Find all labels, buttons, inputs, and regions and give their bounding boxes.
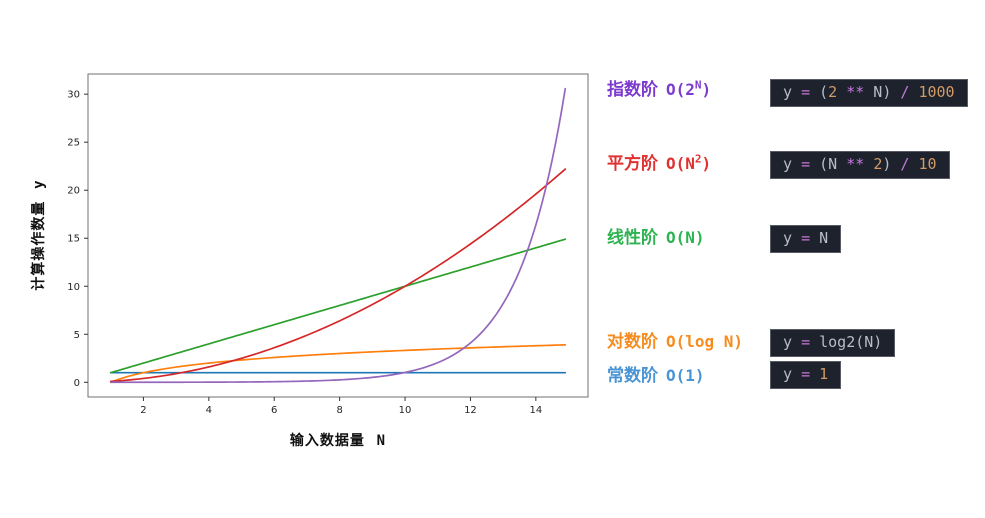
- y-tick-label: 5: [74, 330, 80, 341]
- code-token: 2: [828, 83, 838, 101]
- x-axis-label: 输入数据量 N: [290, 430, 386, 450]
- legend-label-cn-quadratic: 平方阶: [607, 154, 658, 174]
- code-token: =: [801, 155, 820, 173]
- code-token: /: [900, 155, 910, 173]
- curve-exponential: [109, 87, 567, 384]
- code-token: /: [900, 83, 910, 101]
- legend-label-cn-linear: 线性阶: [607, 228, 658, 248]
- code-token: 2: [873, 155, 883, 173]
- code-token: 1000: [909, 83, 955, 101]
- x-tick-label: 10: [399, 405, 412, 416]
- legend-label-bigo-logarithmic: O(log N): [666, 332, 744, 351]
- x-tick-label: 12: [464, 405, 477, 416]
- code-token: log2(N): [819, 333, 883, 351]
- code-token: =: [801, 365, 820, 383]
- code-token: (N: [819, 155, 847, 173]
- code-token: **: [846, 155, 865, 173]
- plot-border: [87, 73, 589, 398]
- x-axis-symbol: N: [376, 433, 387, 449]
- code-token: y: [783, 333, 802, 351]
- code-box-constant: y = 1: [770, 361, 842, 389]
- code-token: y: [783, 365, 802, 383]
- code-box-linear: y = N: [770, 225, 842, 253]
- code-token: =: [801, 333, 820, 351]
- y-axis-label-text: 计算操作数量: [31, 200, 47, 291]
- curve-quadratic: [109, 168, 567, 383]
- code-token: 10: [909, 155, 937, 173]
- legend-label-quadratic: 平方阶 O(N2): [607, 152, 711, 176]
- code-token: =: [801, 229, 820, 247]
- code-token: y: [783, 229, 802, 247]
- y-tick-label: 10: [67, 282, 80, 293]
- code-box-logarithmic: y = log2(N): [770, 329, 896, 357]
- legend-label-bigo-linear: O(N): [666, 228, 705, 247]
- legend-label-cn-logarithmic: 对数阶: [607, 332, 658, 352]
- x-tick-label: 8: [336, 405, 342, 416]
- x-axis-label-text: 输入数据量: [289, 433, 365, 449]
- code-box-exponential: y = (2 ** N) / 1000: [770, 79, 968, 107]
- x-tick-label: 4: [206, 405, 212, 416]
- code-token: =: [801, 83, 820, 101]
- x-tick-label: 2: [140, 405, 146, 416]
- y-tick-label: 20: [67, 186, 80, 197]
- code-token: [837, 83, 846, 101]
- legend-label-bigo-exponential: O(2N): [666, 78, 712, 99]
- code-token: ): [882, 155, 901, 173]
- y-axis-symbol: y: [31, 179, 47, 189]
- code-token: (: [819, 83, 829, 101]
- code-token: N: [819, 229, 829, 247]
- legend-label-constant: 常数阶 O(1): [607, 364, 705, 388]
- legend-label-bigo-constant: O(1): [666, 366, 705, 385]
- legend-label-exponential: 指数阶 O(2N): [607, 78, 711, 102]
- curve-logarithmic: [109, 344, 567, 384]
- curve-linear: [109, 238, 567, 374]
- legend-label-cn-constant: 常数阶: [607, 366, 658, 386]
- code-token: 1: [819, 365, 829, 383]
- x-tick-label: 6: [271, 405, 277, 416]
- code-token: N): [864, 83, 901, 101]
- legend-label-linear: 线性阶 O(N): [607, 226, 705, 250]
- code-token: y: [783, 155, 802, 173]
- y-tick-label: 30: [67, 90, 80, 101]
- code-token: y: [783, 83, 802, 101]
- x-tick-label: 14: [529, 405, 542, 416]
- code-box-quadratic: y = (N ** 2) / 10: [770, 151, 950, 179]
- legend-label-bigo-quadratic: O(N2): [666, 152, 712, 173]
- y-tick-label: 15: [67, 234, 80, 245]
- y-tick-label: 0: [74, 378, 80, 389]
- legend-label-logarithmic: 对数阶 O(log N): [607, 330, 743, 354]
- code-token: **: [846, 83, 865, 101]
- y-tick-label: 25: [67, 138, 80, 149]
- y-axis-label: 计算操作数量 y: [28, 179, 48, 290]
- code-token: [864, 155, 873, 173]
- legend-label-cn-exponential: 指数阶: [607, 80, 658, 100]
